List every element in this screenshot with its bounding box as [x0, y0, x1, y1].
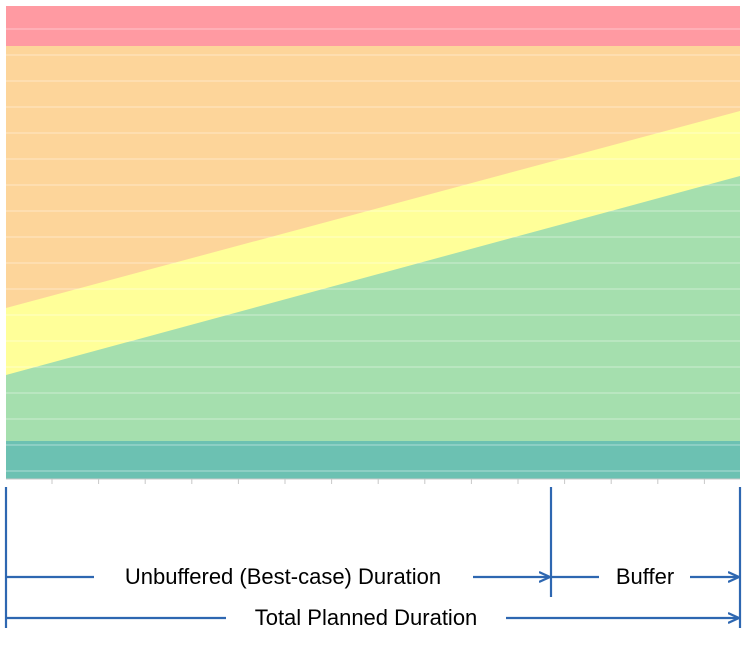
horizontal-gridlines — [6, 28, 740, 472]
teal-zone — [6, 441, 740, 479]
red-zone — [6, 6, 740, 46]
total-planned-duration-label: Total Planned Duration — [255, 605, 478, 630]
green-zone — [6, 176, 740, 441]
buffer-label: Buffer — [616, 564, 674, 589]
unbuffered-duration-label: Unbuffered (Best-case) Duration — [125, 564, 441, 589]
zone-bands — [6, 6, 740, 479]
duration-annotations: Unbuffered (Best-case) Duration Buffer T… — [4, 487, 742, 630]
x-axis-ticks — [51, 479, 705, 484]
